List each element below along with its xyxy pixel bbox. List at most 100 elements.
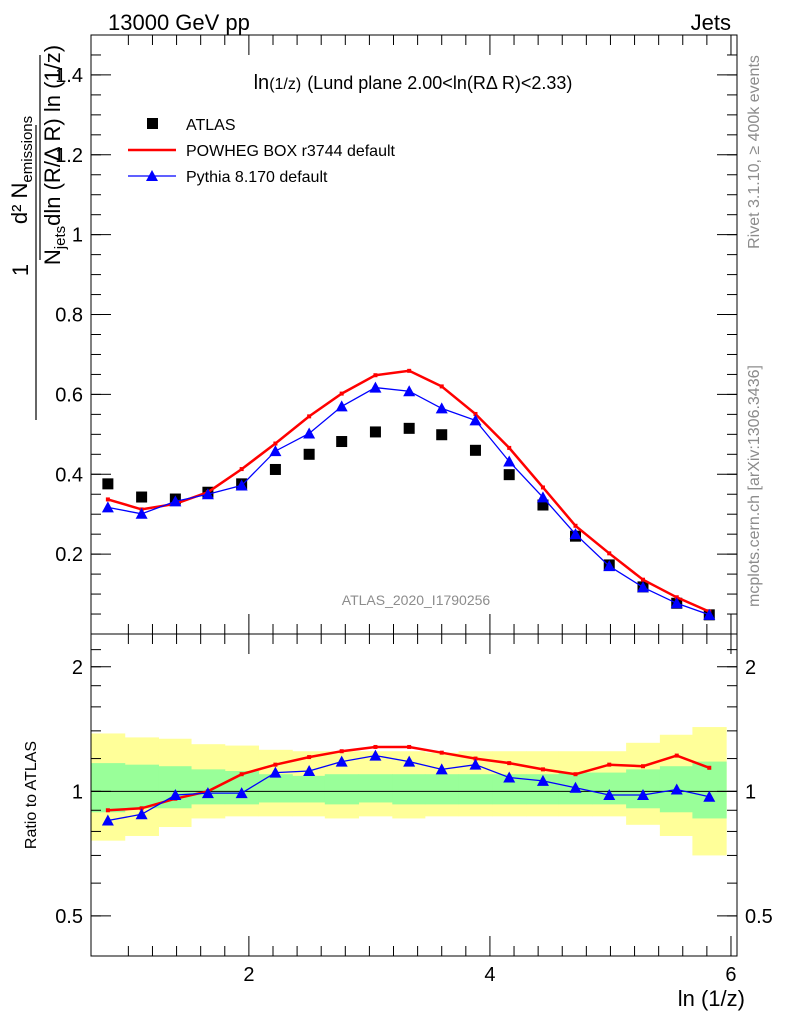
ylabel-numerator-main: d² N (7, 183, 32, 225)
ratio-point-pythia-8-170-default-0 (101, 814, 114, 826)
point-pythia-8-170-default-4 (235, 479, 248, 491)
point-powheg-box-r3744-default-4 (239, 467, 244, 472)
ratio-ytick-label-right: 1 (745, 781, 756, 803)
legend-label-powheg: POWHEG BOX r3744 default (186, 143, 396, 160)
ratio-point-powheg-box-r3744-default-16 (640, 764, 645, 769)
point-pythia-8-170-default-11 (469, 414, 482, 426)
x-tick-label: 4 (484, 964, 495, 986)
ratio-plot: 0.5 0.5 1 1 2 2 2 4 6 Ratio to ATLAS ln (1/z) (23, 633, 773, 1011)
ratio-point-pythia-8-170-default-8 (369, 749, 382, 761)
point-pythia-8-170-default-10 (435, 402, 448, 414)
ratio-point-powheg-box-r3744-default-11 (473, 756, 478, 761)
ratio-band-inner-bin (258, 774, 293, 803)
ratio-band-inner-bin (392, 774, 426, 805)
point-atlas-5 (269, 463, 281, 475)
point-atlas-9 (403, 422, 415, 434)
main-ytick-label: 0.2 (55, 544, 83, 566)
ylabel-numerator-sub: emissions (19, 116, 36, 183)
point-pythia-8-170-default-2 (169, 495, 182, 507)
ratio-point-pythia-8-170-default-14 (569, 781, 582, 793)
ratio-point-powheg-box-r3744-default-14 (573, 772, 578, 777)
point-pythia-8-170-default-12 (503, 455, 516, 467)
ratio-band-inner-bin (124, 764, 159, 809)
point-pythia-8-170-default-13 (536, 491, 549, 503)
ratio-point-pythia-8-170-default-1 (135, 808, 148, 820)
plot-title-sub: (1/z) (269, 76, 301, 93)
point-atlas-7 (336, 436, 348, 448)
ratio-point-pythia-8-170-default-18 (703, 790, 716, 802)
point-pythia-8-170-default-18 (703, 608, 716, 620)
main-ytick-label: 1.4 (55, 65, 83, 87)
point-powheg-box-r3744-default-5 (273, 441, 278, 446)
main-ylabel: 1 d² Nemissions Njetsdln (R/Δ R) ln (1/z… (7, 45, 69, 420)
header-left: 13000 GeV pp (108, 10, 250, 35)
point-pythia-8-170-default-16 (636, 581, 649, 593)
plot-title: ln(1/z) (Lund plane 2.00<ln(RΔ R)<2.33) (254, 72, 573, 94)
ratio-band-inner-bin (626, 769, 661, 809)
ratio-band-inner-bin (424, 774, 460, 805)
ratio-point-pythia-8-170-default-7 (335, 755, 348, 767)
point-pythia-8-170-default-9 (403, 385, 416, 397)
ratio-point-powheg-box-r3744-default-9 (407, 744, 412, 749)
mcplots-label: mcplots.cern.ch [arXiv:1306.3436] (746, 365, 763, 607)
point-powheg-box-r3744-default-13 (540, 485, 545, 490)
ratio-band-inner-bin (292, 775, 326, 803)
rivet-label: Rivet 3.1.10, ≥ 400k events (746, 55, 763, 249)
ratio-ylabel: Ratio to ATLAS (23, 741, 40, 849)
point-atlas-8 (369, 426, 381, 438)
ratio-point-powheg-box-r3744-default-7 (339, 749, 344, 754)
main-ytick-label: 0.6 (55, 384, 83, 406)
ratio-point-powheg-box-r3744-default-15 (607, 762, 612, 767)
x-tick-label: 6 (725, 964, 736, 986)
ratio-ytick-label-right: 0.5 (745, 906, 773, 928)
point-pythia-8-170-default-17 (670, 597, 683, 609)
ratio-point-pythia-8-170-default-17 (670, 783, 683, 795)
ratio-point-powheg-box-r3744-default-17 (674, 753, 679, 758)
ylabel-numerator: d² Nemissions (7, 116, 36, 224)
point-pythia-8-170-default-15 (603, 560, 616, 572)
ratio-point-powheg-box-r3744-default-13 (540, 767, 545, 772)
ratio-band-inner-bin (692, 761, 727, 819)
point-pythia-8-170-default-6 (303, 427, 316, 439)
ylabel-denominator: Njetsdln (R/Δ R) ln (1/z) (40, 45, 69, 265)
main-ytick-label: 0.4 (55, 464, 83, 486)
ratio-point-powheg-box-r3744-default-4 (239, 772, 244, 777)
point-atlas-6 (303, 448, 315, 460)
point-powheg-box-r3744-default-16 (640, 577, 645, 582)
ratio-point-pythia-8-170-default-11 (469, 758, 482, 770)
ratio-point-powheg-box-r3744-default-8 (373, 744, 378, 749)
ratio-point-pythia-8-170-default-12 (503, 771, 516, 783)
ratio-band-inner-bin (191, 769, 226, 805)
point-powheg-box-r3744-default-0 (105, 497, 110, 502)
main-ytick-label: 1 (72, 225, 83, 247)
point-powheg-box-r3744-default-8 (373, 373, 378, 378)
point-pythia-8-170-default-3 (201, 488, 214, 500)
ratio-point-pythia-8-170-default-3 (201, 787, 214, 799)
ratio-point-powheg-box-r3744-default-10 (439, 750, 444, 755)
point-pythia-8-170-default-5 (269, 445, 282, 457)
point-powheg-box-r3744-default-15 (607, 551, 612, 556)
point-powheg-box-r3744-default-12 (507, 445, 512, 450)
ratio-ytick-label-right: 2 (745, 657, 756, 679)
ratio-point-pythia-8-170-default-9 (403, 755, 416, 767)
ratio-frame (90, 633, 738, 957)
ratio-point-pythia-8-170-default-6 (303, 764, 316, 776)
ylabel-denominator-sub: jets (52, 226, 69, 250)
point-powheg-box-r3744-default-7 (339, 391, 344, 396)
ylabel-denominator-rest: dln (R/Δ R) ln (1/z) (40, 45, 65, 226)
ratio-point-powheg-box-r3744-default-1 (139, 806, 144, 811)
legend-label-atlas: ATLAS (186, 117, 236, 134)
plot-title-main: ln (254, 72, 270, 94)
ratio-point-pythia-8-170-default-13 (536, 774, 549, 786)
ratio-point-pythia-8-170-default-5 (269, 766, 282, 778)
main-ytick-label: 1.2 (55, 145, 83, 167)
point-atlas-11 (469, 444, 481, 456)
legend-label-pythia: Pythia 8.170 default (186, 169, 328, 186)
ratio-ytick-label: 1 (72, 781, 83, 803)
point-atlas-12 (503, 469, 515, 481)
point-powheg-box-r3744-default-11 (473, 411, 478, 416)
ratio-point-pythia-8-170-default-2 (169, 788, 182, 800)
plot-title-rest: (Lund plane 2.00<ln(RΔ R)<2.33) (307, 73, 572, 93)
point-powheg-box-r3744-default-9 (407, 368, 412, 373)
